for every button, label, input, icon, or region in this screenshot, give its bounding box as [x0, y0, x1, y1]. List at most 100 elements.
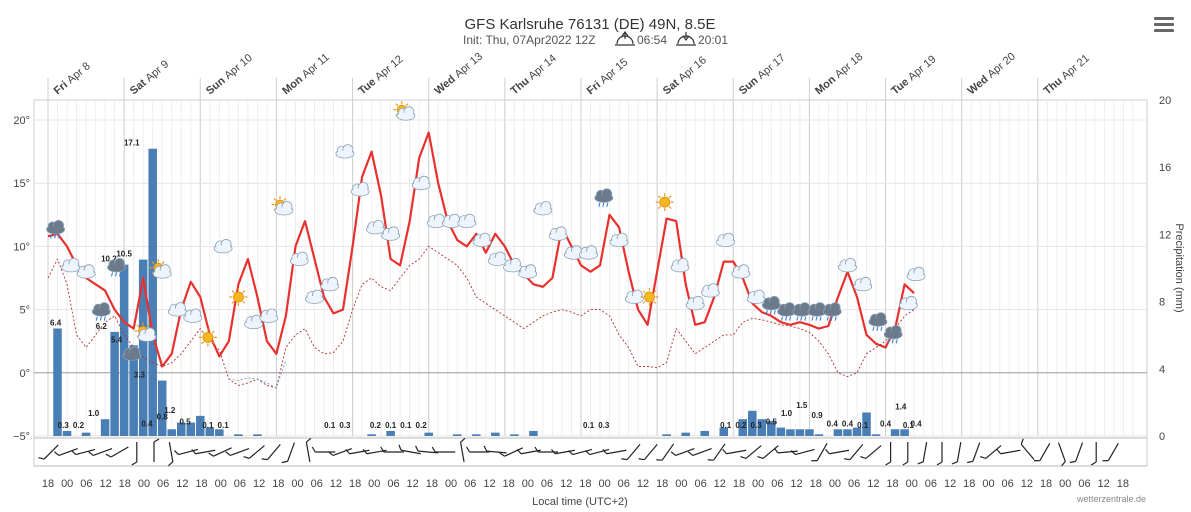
cloud-icon [213, 238, 233, 254]
sun-ray [151, 261, 155, 265]
wind-shaft [178, 448, 199, 456]
sun-ray [242, 290, 246, 294]
cloud-fill [62, 264, 79, 272]
precipitation-bar [138, 259, 148, 436]
wind-barb [459, 437, 466, 462]
wind-shaft [643, 443, 658, 461]
wind-shaft [795, 448, 815, 456]
credits[interactable]: wetterzentrale.de [1076, 494, 1146, 504]
wind-barb [261, 443, 281, 461]
temperature-tick: 5° [19, 305, 30, 317]
cloud-fill [123, 352, 140, 360]
wind-barb-tick [1069, 460, 1076, 464]
bar-value-label: 0.1 [324, 421, 336, 430]
wind-barb [1069, 442, 1084, 464]
cloud-fill [169, 308, 186, 316]
cloud-fill [382, 232, 399, 240]
precipitation-bar [215, 429, 224, 436]
time-tick: 12 [560, 478, 572, 490]
wind-barb [191, 448, 216, 455]
wind-barb [483, 445, 507, 454]
precipitation-bar [757, 419, 767, 436]
time-tick: 12 [176, 478, 188, 490]
rain-cloud-icon [868, 312, 888, 331]
time-tick: 06 [464, 478, 476, 490]
wind-barb-tick [1102, 460, 1109, 462]
precipitation-bars [53, 148, 909, 436]
wind-barb-tick [967, 460, 973, 464]
precipitation-bar [795, 429, 805, 436]
cloud-fill [595, 194, 612, 202]
wind-barb [465, 446, 490, 453]
wind-barb-tick [1061, 461, 1066, 467]
wind-barb [825, 448, 850, 455]
menu-icon [1154, 17, 1174, 20]
cloud-fill [671, 264, 689, 272]
rain-drop [800, 316, 803, 321]
bar-value-label: 0.2 [416, 421, 428, 430]
wind-shaft [75, 448, 96, 456]
wind-shaft [849, 443, 864, 461]
bar-value-label: 0.3 [598, 421, 610, 430]
wind-barb-tick [131, 461, 138, 466]
temperature-line [47, 131, 915, 368]
time-tick: 18 [963, 478, 975, 490]
cloud-fill [854, 283, 871, 291]
wind-barb-tick [936, 461, 943, 466]
wind-barb-tick [38, 457, 45, 460]
wind-barb-tick [71, 450, 77, 456]
wind-barb-tick [415, 445, 419, 452]
wind-shaft [713, 443, 726, 461]
day-label: Fri Apr 8 [52, 60, 93, 97]
time-tick: 06 [618, 478, 630, 490]
rain-drop [114, 272, 118, 277]
precipitation-bar [900, 429, 909, 436]
cloud-fill [824, 308, 841, 316]
wind-barb [311, 446, 336, 453]
precipitation-tick: 12 [1159, 229, 1171, 241]
wind-shaft [1107, 443, 1119, 461]
precipitation-bar [253, 434, 262, 436]
time-tick: 18 [733, 478, 745, 490]
time-tick: 06 [234, 478, 246, 490]
wind-barb [153, 438, 160, 462]
sun-disc [644, 291, 655, 303]
cloud-fill [245, 321, 262, 329]
wind-barb [225, 448, 250, 456]
cloud-fill [580, 251, 597, 259]
chart-subtitle: Init: Thu, 07Apr2022 12Z 06:54 20:01 [463, 31, 728, 47]
bar-value-label: 0.1 [857, 421, 869, 430]
cloud-fill [549, 232, 567, 240]
wind-shaft [305, 442, 311, 462]
x-axis-title: Local time (UTC+2) [532, 496, 628, 508]
wind-barb-tick [550, 448, 556, 455]
time-tick: 00 [61, 478, 73, 490]
wind-barb-tick [380, 446, 385, 453]
rain-drop [815, 316, 818, 321]
sun-ray [657, 195, 661, 199]
cloud-fill [732, 270, 750, 278]
time-tick: 00 [675, 478, 687, 490]
cloud-icon [167, 302, 187, 317]
sun-icon [229, 288, 248, 306]
chart-title: GFS Karlsruhe 76131 (DE) 49N, 8.5E [465, 16, 716, 33]
precipitation-bar [491, 432, 500, 436]
precipitation-bar [852, 427, 862, 436]
precipitation-bar [196, 415, 205, 436]
wind-barb-tick [825, 448, 830, 455]
wind-barb-tick [790, 450, 796, 456]
cloud-icon [548, 226, 568, 241]
wind-barb [638, 443, 658, 461]
wind-barb-tick [568, 450, 574, 456]
day-label: Thu Apr 21 [1042, 52, 1092, 97]
chart-menu-button[interactable] [1152, 14, 1176, 36]
rain-drop [830, 316, 833, 321]
time-tick: 12 [99, 478, 111, 490]
precipitation-bar [871, 434, 881, 436]
time-tick: 00 [138, 478, 150, 490]
wind-barb [173, 448, 199, 456]
temperature-tick: 20° [13, 115, 30, 127]
cloud-fill [907, 273, 925, 281]
wind-barb-tick [281, 460, 288, 464]
